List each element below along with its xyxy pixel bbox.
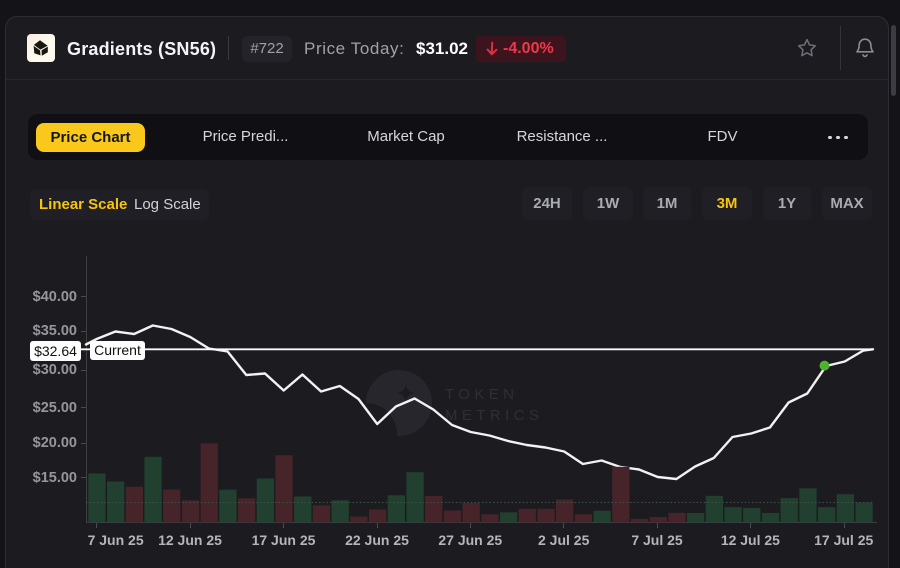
svg-text:TOKEN: TOKEN	[445, 386, 518, 403]
svg-text:METRICS: METRICS	[445, 407, 543, 424]
